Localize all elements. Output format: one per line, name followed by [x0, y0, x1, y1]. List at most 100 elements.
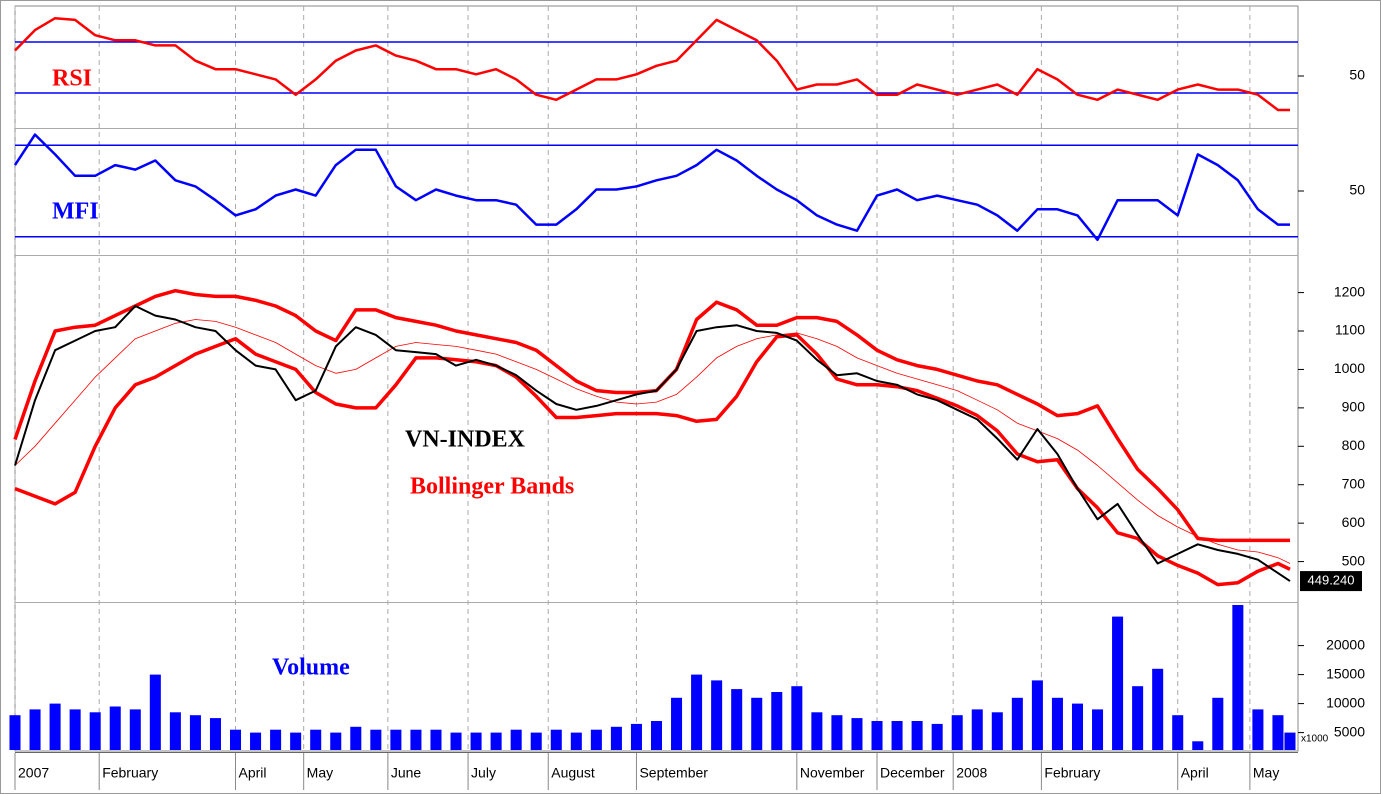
y-tick-label: 50	[1349, 182, 1365, 198]
x-tick-label: July	[471, 765, 496, 781]
volume-bar	[530, 732, 542, 750]
volume-bar	[350, 726, 362, 750]
volume-bar	[671, 697, 683, 750]
x-tick-label: February	[1044, 765, 1100, 781]
y-tick-label: 20000	[1326, 636, 1365, 652]
rsi-label: RSI	[52, 66, 92, 92]
volume-bar	[1152, 668, 1164, 750]
volume-bar	[1252, 709, 1264, 750]
y-tick-label: 10000	[1326, 694, 1365, 710]
volume-bar	[650, 721, 663, 750]
volume-bar	[330, 732, 342, 750]
volume-bar	[209, 718, 221, 750]
volume-bar	[691, 674, 703, 750]
volume-bar	[169, 712, 181, 750]
volume-bar	[1232, 605, 1244, 750]
volume-bar	[771, 692, 783, 750]
series-line	[13, 133, 1290, 242]
y-tick-label: 50	[1349, 67, 1365, 83]
x-tick-label: November	[800, 765, 865, 781]
price-tag	[1300, 571, 1362, 592]
volume-bar	[230, 729, 242, 750]
x-tick-label: February	[102, 765, 158, 781]
price-tag-label: 449.240	[1308, 573, 1355, 588]
lower-band	[14, 333, 1291, 587]
x-tick-label: August	[551, 765, 595, 781]
x-tick-label: May	[307, 765, 333, 781]
series-line	[14, 305, 1291, 582]
y-tick-label: 800	[1342, 437, 1366, 453]
y-tick-label: 5000	[1334, 723, 1365, 739]
volume-bar	[510, 729, 522, 750]
x-tick-label: June	[391, 765, 422, 781]
y-tick-label: 500	[1342, 552, 1366, 568]
volume-bar	[891, 721, 903, 750]
volume-bar	[751, 697, 763, 750]
x-tick-label: May	[1253, 765, 1279, 781]
volume-bar	[430, 729, 442, 750]
unit-label: x1000	[1301, 734, 1329, 745]
volume-bar	[590, 729, 602, 750]
volume-bar	[149, 674, 161, 750]
volume-bar	[290, 732, 302, 750]
x-tick-label: December	[880, 765, 945, 781]
volume-bar	[1192, 741, 1204, 750]
index-label: VN-INDEX	[405, 427, 526, 453]
volume-bar	[1172, 715, 1184, 750]
volume-bar	[630, 723, 642, 750]
volume-bar	[1092, 709, 1104, 750]
volume-bar	[971, 709, 983, 750]
volume-bar	[1031, 680, 1043, 750]
volume-bar	[911, 721, 923, 750]
volume-label: Volume	[272, 655, 350, 681]
y-tick-label: 1000	[1334, 360, 1365, 376]
volume-bar	[1071, 703, 1083, 750]
x-tick-label: 2007	[18, 765, 49, 781]
volume-bar	[1051, 697, 1063, 750]
volume-bar	[490, 732, 502, 750]
volume-bar	[109, 706, 121, 750]
volume-bar	[49, 703, 61, 750]
volume-bar	[450, 732, 462, 750]
volume-bar	[29, 709, 41, 750]
x-tick-label: 2008	[956, 765, 987, 781]
x-tick-label: September	[639, 765, 708, 781]
volume-bar	[189, 715, 201, 750]
volume-bar	[1132, 686, 1144, 750]
series-line	[14, 16, 1290, 112]
y-tick-label: 900	[1342, 399, 1366, 415]
volume-bar	[811, 712, 823, 750]
y-tick-label: 1200	[1334, 283, 1365, 299]
volume-bar	[9, 715, 21, 750]
volume-bar	[570, 732, 582, 750]
bands-label: Bollinger Bands	[410, 474, 574, 500]
volume-bar	[951, 715, 963, 750]
volume-bar	[791, 686, 803, 750]
volume-bar	[991, 712, 1003, 750]
volume-bar	[310, 729, 322, 750]
volume-bar	[69, 709, 81, 750]
volume-bar	[410, 729, 422, 750]
volume-bar	[270, 729, 282, 750]
volume-bar	[731, 689, 743, 750]
volume-bar	[390, 729, 402, 750]
volume-bar	[1112, 616, 1124, 750]
x-tick-label: April	[1181, 765, 1209, 781]
middle-band	[14, 319, 1291, 564]
volume-bar	[610, 726, 622, 750]
y-tick-label: 15000	[1326, 665, 1365, 681]
volume-bar	[871, 721, 883, 750]
volume-bar	[470, 732, 482, 750]
y-tick-label: 600	[1342, 514, 1366, 530]
volume-bar	[1272, 715, 1284, 750]
volume-bar	[711, 680, 723, 750]
y-tick-label: 700	[1342, 475, 1366, 491]
volume-bar	[550, 729, 562, 750]
mfi-label: MFI	[52, 199, 99, 225]
volume-bar	[129, 709, 141, 750]
volume-bar	[1284, 732, 1296, 750]
y-tick-label: 1100	[1335, 322, 1365, 338]
volume-bar	[89, 712, 101, 750]
